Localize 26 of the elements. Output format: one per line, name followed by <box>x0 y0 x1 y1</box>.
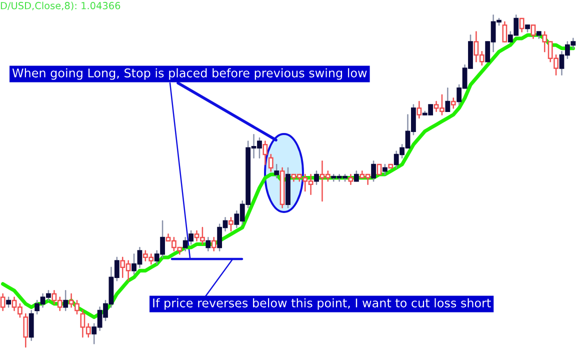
candlestick <box>6 296 12 308</box>
candlestick <box>314 170 319 186</box>
candlestick <box>206 236 211 252</box>
annotation: When going Long, Stop is placed before previous swing low <box>12 68 367 80</box>
candlestick <box>382 164 388 176</box>
candlestick <box>445 88 450 112</box>
candlestick <box>28 310 34 341</box>
candlestick <box>502 21 508 42</box>
candlestick <box>228 216 234 232</box>
candlestick <box>274 164 280 178</box>
candlestick <box>371 160 376 182</box>
candlestick <box>354 170 359 182</box>
candlestick <box>348 174 354 186</box>
candlestick <box>530 24 536 40</box>
annotation: If price reverses below this point, I want to cut loss short <box>153 298 491 310</box>
candlestick <box>0 293 6 312</box>
candlestick <box>416 100 422 119</box>
candlestick <box>63 290 68 312</box>
chart-subtitle: D/USD,Close,8): 1.04366 <box>0 2 120 10</box>
candlestick <box>23 313 28 348</box>
candlestick <box>376 164 382 176</box>
candlestick <box>450 98 456 109</box>
candlestick <box>211 236 216 252</box>
candlestick <box>519 18 524 32</box>
candlestick <box>268 154 274 172</box>
candlestick <box>262 140 268 166</box>
